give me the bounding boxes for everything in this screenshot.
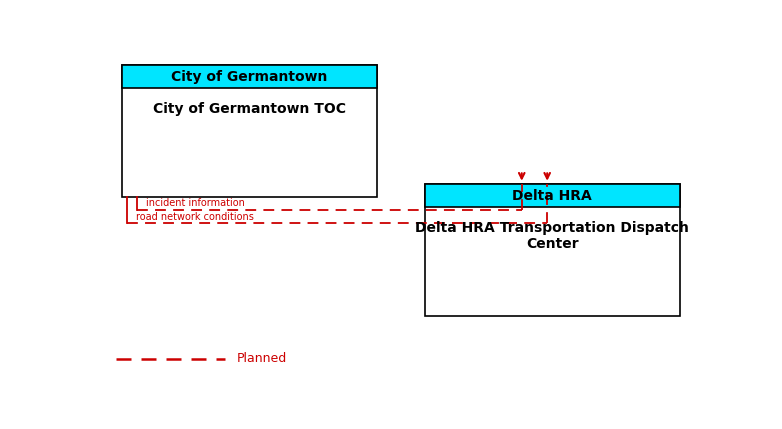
Text: Delta HRA: Delta HRA [512,188,592,202]
Text: incident information: incident information [146,198,245,208]
Bar [122,65,377,197]
Text: Delta HRA Transportation Dispatch
Center: Delta HRA Transportation Dispatch Center [415,221,689,251]
Text: Planned: Planned [237,352,288,365]
Text: road network conditions: road network conditions [136,211,254,222]
Bar [425,184,680,207]
Bar [122,65,377,88]
Text: City of Germantown TOC: City of Germantown TOC [152,102,346,116]
Text: City of Germantown: City of Germantown [171,69,328,84]
Bar [425,184,680,316]
